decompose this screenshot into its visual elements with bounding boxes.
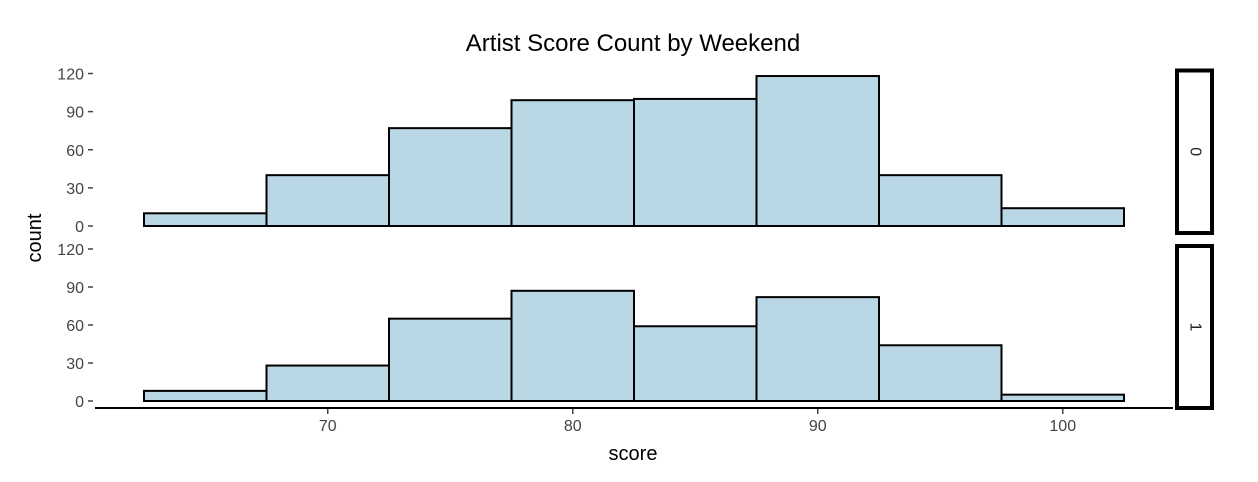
facet-strip-label: 1 bbox=[1186, 323, 1203, 332]
x-tick-label: 100 bbox=[1049, 418, 1076, 435]
facet-panel-1: 0 30 60 90 120 1 bbox=[57, 242, 1214, 411]
y-axis-title: count bbox=[24, 213, 46, 262]
y-tick-label: 60 bbox=[66, 143, 84, 160]
x-tick-label: 70 bbox=[319, 418, 337, 435]
y-tick-label: 120 bbox=[57, 242, 84, 259]
histogram-bar bbox=[143, 389, 268, 403]
histogram-bar bbox=[143, 212, 268, 228]
x-tick-label: 90 bbox=[809, 418, 827, 435]
y-tick-label: 120 bbox=[57, 67, 84, 84]
x-axis-title: score bbox=[609, 443, 658, 465]
x-tick-label: 80 bbox=[564, 418, 582, 435]
histogram-bar bbox=[1000, 207, 1125, 227]
y-tick-label: 0 bbox=[75, 219, 84, 236]
histogram-bar bbox=[265, 174, 390, 228]
x-axis: 70 80 90 100 bbox=[95, 407, 1173, 435]
facet-strip-0: 0 bbox=[1175, 68, 1214, 235]
histogram-bar bbox=[633, 97, 758, 227]
histogram-bar bbox=[755, 296, 880, 402]
histogram-bar bbox=[388, 127, 513, 227]
y-tick-label: 30 bbox=[66, 181, 84, 198]
histogram-bar bbox=[878, 174, 1003, 228]
histogram-bar bbox=[878, 344, 1003, 402]
facet-panels: 0 30 60 90 120 0 0 30 60 90 120 1 bbox=[57, 67, 1214, 411]
histogram-bar bbox=[633, 325, 758, 402]
facet-strip-box bbox=[1175, 244, 1214, 410]
facet-strip-1: 1 bbox=[1175, 244, 1214, 410]
histogram-bar bbox=[265, 364, 390, 402]
y-tick-label: 60 bbox=[66, 318, 84, 335]
y-tick-label: 0 bbox=[75, 394, 84, 411]
histogram-bar bbox=[388, 317, 513, 402]
chart-title: Artist Score Count by Weekend bbox=[466, 30, 800, 57]
y-tick-label: 90 bbox=[66, 280, 84, 297]
histogram-bar bbox=[755, 75, 880, 227]
histogram-bar bbox=[510, 289, 635, 402]
facet-strip-box bbox=[1175, 68, 1214, 235]
facet-panel-0: 0 30 60 90 120 0 bbox=[57, 67, 1214, 236]
histogram-bar bbox=[1000, 393, 1125, 402]
y-tick-label: 90 bbox=[66, 105, 84, 122]
facet-strip-label: 0 bbox=[1186, 147, 1203, 156]
histogram-bar bbox=[510, 99, 635, 227]
y-tick-label: 30 bbox=[66, 356, 84, 373]
